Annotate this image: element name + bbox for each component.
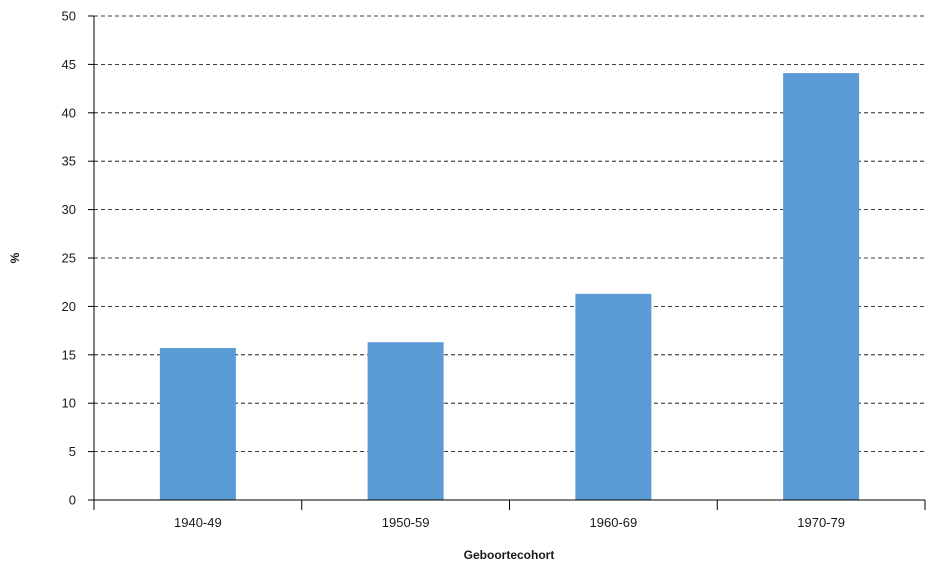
x-tick-label: 1940-49 bbox=[174, 515, 222, 530]
x-tick-label: 1950-59 bbox=[382, 515, 430, 530]
y-tick-label: 45 bbox=[62, 57, 76, 72]
y-tick-label: 15 bbox=[62, 347, 76, 362]
y-tick-label: 35 bbox=[62, 154, 76, 169]
y-tick-label: 30 bbox=[62, 202, 76, 217]
x-tick-labels: 1940-49 1950-59 1960-69 1970-79 bbox=[174, 515, 845, 530]
y-tick-label: 20 bbox=[62, 299, 76, 314]
x-tick-label: 1970-79 bbox=[797, 515, 845, 530]
x-tick-label: 1960-69 bbox=[590, 515, 638, 530]
y-tick-label: 25 bbox=[62, 251, 76, 266]
x-axis-title: Geboortecohort bbox=[464, 548, 555, 562]
bar-1940-49 bbox=[159, 348, 236, 500]
gridlines bbox=[94, 15, 925, 453]
y-tick-label: 5 bbox=[69, 444, 76, 459]
y-tick-label: 40 bbox=[62, 105, 76, 120]
bar-1960-69 bbox=[575, 293, 652, 500]
bar-1970-79 bbox=[783, 73, 860, 500]
y-axis-title: % bbox=[8, 252, 22, 263]
bars bbox=[159, 73, 860, 500]
y-tick-label: 0 bbox=[69, 493, 76, 508]
y-tick-label: 50 bbox=[62, 9, 76, 24]
y-tick-labels: 0 5 10 15 20 25 30 35 40 45 50 bbox=[62, 9, 76, 508]
axes bbox=[88, 15, 926, 510]
y-tick-label: 10 bbox=[62, 396, 76, 411]
bar-1950-59 bbox=[367, 342, 444, 500]
